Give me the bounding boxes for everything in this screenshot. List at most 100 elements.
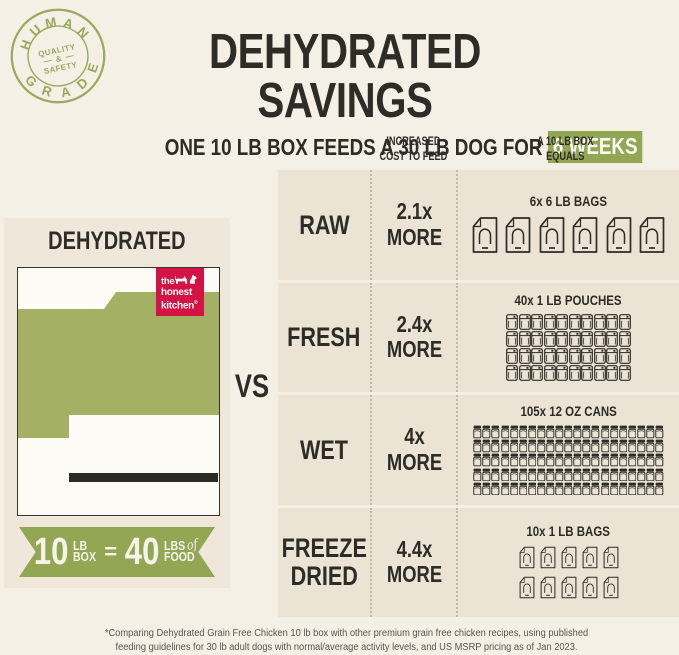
row-label: FREEZE DRIED	[281, 532, 367, 592]
can-icon	[591, 440, 600, 453]
bag-icon	[572, 217, 598, 254]
badge-center-amp: &	[55, 54, 63, 64]
badge-inner-circle	[27, 25, 89, 87]
pouch-icon	[506, 365, 519, 382]
can-icon	[537, 425, 546, 439]
can-icon	[591, 482, 600, 495]
can-icon	[573, 425, 582, 439]
bag-icon	[519, 577, 534, 599]
can-icon	[628, 454, 637, 467]
logo-registered-mark: ®	[193, 300, 198, 306]
bag-icon	[472, 217, 498, 254]
ribbon-banner: 10 LB BOX = 40 LBS of FOOD	[19, 527, 215, 577]
can-icon	[646, 482, 655, 495]
can-icon	[637, 468, 646, 481]
can-icon	[500, 468, 509, 481]
can-icon	[609, 425, 618, 439]
row-cost: 4.4x MORE	[386, 535, 442, 588]
row-label: WET	[300, 434, 348, 465]
logo-kitchen: kitchen	[161, 300, 194, 312]
can-icon	[600, 425, 609, 439]
row-cost: 4x MORE	[386, 423, 442, 475]
pouch-icon	[581, 365, 594, 382]
badge-dash-right	[65, 55, 74, 58]
bag-icon	[540, 577, 555, 599]
can-icon	[509, 482, 518, 495]
can-icon	[537, 454, 546, 467]
can-icon	[628, 425, 637, 439]
pouch-icon	[581, 331, 594, 348]
pouch-icon-grid	[506, 314, 631, 382]
can-icon	[528, 482, 537, 495]
can-icon	[482, 468, 491, 481]
comparison-row-freeze-dried: FREEZE DRIED 4.4x MORE 10x 1 LB BAGS	[278, 507, 679, 617]
can-icon	[582, 454, 591, 467]
can-icon	[609, 468, 618, 481]
can-icon	[646, 468, 655, 481]
can-icon	[528, 440, 537, 453]
pouch-icon	[618, 348, 631, 365]
can-icon	[655, 454, 664, 467]
badge-outer-circle	[10, 8, 106, 104]
can-icon	[537, 440, 546, 453]
bag-icon	[582, 547, 597, 569]
can-icon	[509, 425, 518, 439]
can-icon	[637, 482, 646, 495]
pouch-icon	[593, 348, 606, 365]
comparison-row-fresh: FRESH 2.4x MORE 40x 1 LB POUCHES	[278, 282, 679, 392]
can-icon	[528, 425, 537, 439]
can-icon	[473, 440, 482, 453]
row-caption: 10x 1 LB BAGS	[526, 524, 611, 540]
honest-kitchen-logo: the honest kitchen®	[156, 268, 204, 316]
badge-dash-left	[43, 59, 52, 63]
row-caption: 40x 1 LB POUCHES	[514, 293, 623, 309]
badge-bottom-letter: R	[40, 83, 54, 100]
subtitle: ONE 10 LB BOX FEEDS A 30 LB DOG FOR 6 WE…	[105, 131, 643, 163]
pouch-icon	[568, 348, 581, 365]
can-icon	[619, 468, 628, 481]
can-icon	[500, 454, 509, 467]
pouch-icon	[506, 348, 519, 365]
can-icon	[491, 440, 500, 453]
can-icon	[582, 482, 591, 495]
can-icon	[473, 425, 482, 439]
can-icon	[582, 440, 591, 453]
badge-top-letter: U	[27, 22, 44, 40]
header: DEHYDRATED SAVINGS ONE 10 LB BOX FEEDS A…	[105, 28, 643, 163]
can-icon	[628, 440, 637, 453]
comparison-row-wet: WET 4x MORE 105x 12 OZ CANS	[278, 395, 679, 505]
bag-icon	[561, 547, 576, 569]
ribbon-unit-food: FOOD	[164, 550, 196, 564]
can-icon	[619, 425, 628, 439]
pouch-icon	[543, 348, 556, 365]
can-icon	[509, 440, 518, 453]
can-icon	[600, 468, 609, 481]
bag-icon	[582, 577, 597, 599]
can-icon	[519, 425, 528, 439]
pouch-icon	[543, 314, 556, 331]
can-icon	[482, 482, 491, 495]
can-icon	[646, 454, 655, 467]
dehydrated-card: DEHYDRATED the honest kitchen®	[4, 218, 230, 588]
can-icon	[546, 425, 555, 439]
can-icon	[609, 440, 618, 453]
can-icon	[500, 425, 509, 439]
bag-icon	[639, 217, 665, 254]
pouch-icon	[556, 331, 569, 348]
can-icon	[509, 454, 518, 467]
vs-label: VS	[234, 368, 270, 404]
pouch-icon	[618, 314, 631, 331]
can-icon	[573, 482, 582, 495]
can-icon	[491, 454, 500, 467]
pouch-icon	[531, 331, 544, 348]
pouch-icon	[618, 365, 631, 382]
pouch-icon	[606, 365, 619, 382]
pouch-icon	[518, 331, 531, 348]
ribbon-unit-lbs: LBS	[164, 539, 186, 553]
pouch-icon	[581, 348, 594, 365]
can-icon	[564, 482, 573, 495]
badge-top-letter: H	[17, 38, 34, 52]
pouch-icon	[506, 331, 519, 348]
pouch-icon	[531, 314, 544, 331]
